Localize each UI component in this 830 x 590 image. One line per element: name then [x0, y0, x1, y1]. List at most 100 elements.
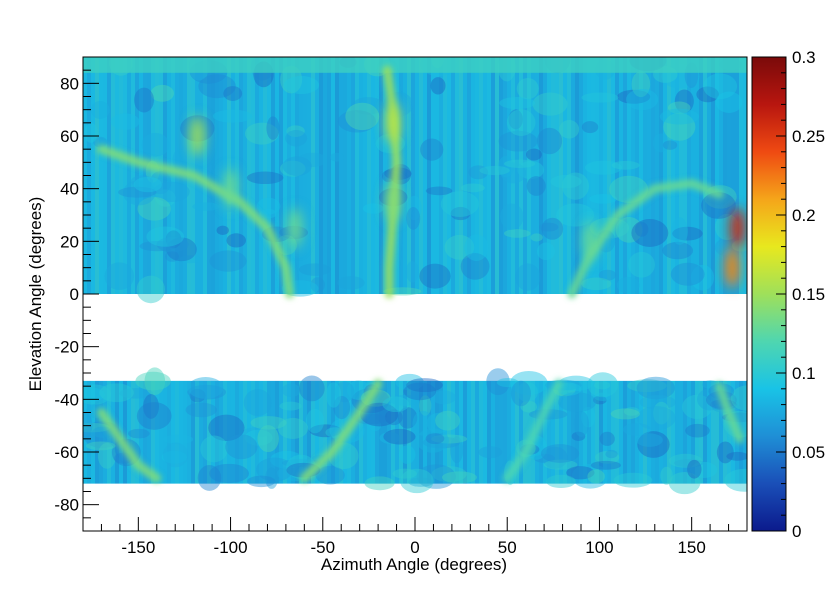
heatmap-streak [315, 380, 319, 484]
heatmap-streak [379, 380, 383, 484]
heatmap-streak [651, 380, 655, 484]
heatmap-cell [730, 385, 747, 411]
heatmap-streak [83, 380, 87, 484]
heatmap-cell [242, 427, 274, 438]
heatmap-streak [711, 380, 715, 484]
heatmap-cell [360, 402, 399, 427]
heatmap-streak [267, 57, 271, 294]
heatmap-hotspot [288, 208, 303, 249]
heatmap-streak [431, 57, 435, 294]
heatmap-streak [459, 380, 463, 484]
heatmap-cell [634, 221, 649, 237]
heatmap-streak [251, 57, 255, 294]
heatmap-streak [419, 57, 423, 294]
heatmap-cell [197, 465, 222, 491]
heatmap-cell [286, 125, 305, 137]
heatmap-cell [541, 217, 564, 240]
heatmap-cell [398, 407, 418, 429]
heatmap-cell [334, 381, 355, 403]
heatmap-streak [159, 57, 163, 294]
heatmap-streak [267, 380, 271, 484]
heatmap-cell [133, 176, 162, 193]
heatmap-streak [479, 57, 483, 294]
heatmap-cell [593, 395, 607, 405]
heatmap-streak [319, 57, 323, 294]
heatmap-streak [371, 57, 375, 294]
heatmap-streak [607, 57, 611, 294]
heatmap-streak [407, 380, 411, 484]
heatmap-cell [670, 262, 705, 286]
heatmap-streak [323, 57, 327, 294]
heatmap-streak [211, 57, 215, 294]
heatmap-streak [715, 380, 719, 484]
heatmap-streak [531, 57, 535, 294]
heatmap-cell [337, 110, 377, 133]
heatmap-cell [672, 226, 703, 241]
heatmap-cell [136, 275, 166, 304]
heatmap-hotspot [730, 208, 745, 249]
heatmap-cell [536, 242, 556, 261]
heatmap-streak [491, 57, 495, 294]
heatmap-cell [716, 441, 734, 464]
heatmap-cell [662, 140, 678, 150]
heatmap-streak [311, 57, 315, 294]
heatmap-cell [536, 127, 563, 155]
heatmap-cell [714, 239, 733, 256]
heatmap-streak [527, 380, 531, 484]
heatmap-streak [291, 380, 295, 484]
heatmap-cell [412, 410, 434, 436]
heatmap-streak [419, 380, 423, 484]
heatmap-streak [663, 57, 667, 294]
heatmap-streak [727, 380, 731, 484]
heatmap-hotspot [223, 168, 238, 209]
heatmap-cell [298, 152, 327, 167]
heatmap-cell [279, 401, 302, 411]
heatmap-streak [555, 380, 559, 484]
heatmap-streak [287, 57, 291, 294]
heatmap-cell [595, 450, 620, 464]
heatmap-streak [711, 57, 715, 294]
heatmap-streak [107, 57, 111, 294]
heatmap-streak [707, 380, 711, 484]
heatmap-cell [162, 434, 194, 445]
heatmap-streak [163, 380, 167, 484]
heatmap-streak [135, 57, 139, 294]
heatmap-streak [603, 380, 607, 484]
heatmap-streak [675, 380, 679, 484]
heatmap-streak [415, 57, 419, 294]
heatmap-cell [673, 459, 704, 468]
heatmap-streak [543, 57, 547, 294]
heatmap-cell [403, 382, 437, 401]
heatmap-streak [539, 57, 543, 294]
heatmap-cell [468, 165, 489, 180]
heatmap-cell [589, 193, 617, 204]
heatmap-streak [155, 380, 159, 484]
heatmap-streak [655, 57, 659, 294]
heatmap-hotspots [190, 102, 745, 288]
heatmap-cell [208, 414, 245, 441]
heatmap-streak [323, 380, 327, 484]
heatmap-cell [155, 189, 176, 207]
heatmap-streak [587, 57, 591, 294]
heatmap-streak [683, 380, 687, 484]
heatmap-cell [520, 400, 537, 413]
heatmap-cell [127, 428, 150, 439]
heatmap-streak [495, 57, 499, 294]
color-scale-tick-label: 0.25 [792, 127, 825, 146]
heatmap-cell [84, 123, 98, 143]
heatmap-streak [595, 380, 599, 484]
heatmap-cell [364, 476, 395, 491]
heatmap-streak [367, 380, 371, 484]
heatmap-cell [543, 459, 578, 470]
x-axis-label: Azimuth Angle (degrees) [321, 555, 507, 574]
heatmap-streak [651, 57, 655, 294]
heatmap-streak [387, 380, 391, 484]
heatmap-streak [155, 57, 159, 294]
heatmap-streak [535, 57, 539, 294]
heatmap-cell [110, 113, 140, 130]
heatmap-streak [87, 380, 91, 484]
heatmap-cell [530, 233, 543, 242]
heatmap-cell [122, 180, 156, 206]
heatmap-streak [275, 57, 279, 294]
heatmap-streak [319, 380, 323, 484]
